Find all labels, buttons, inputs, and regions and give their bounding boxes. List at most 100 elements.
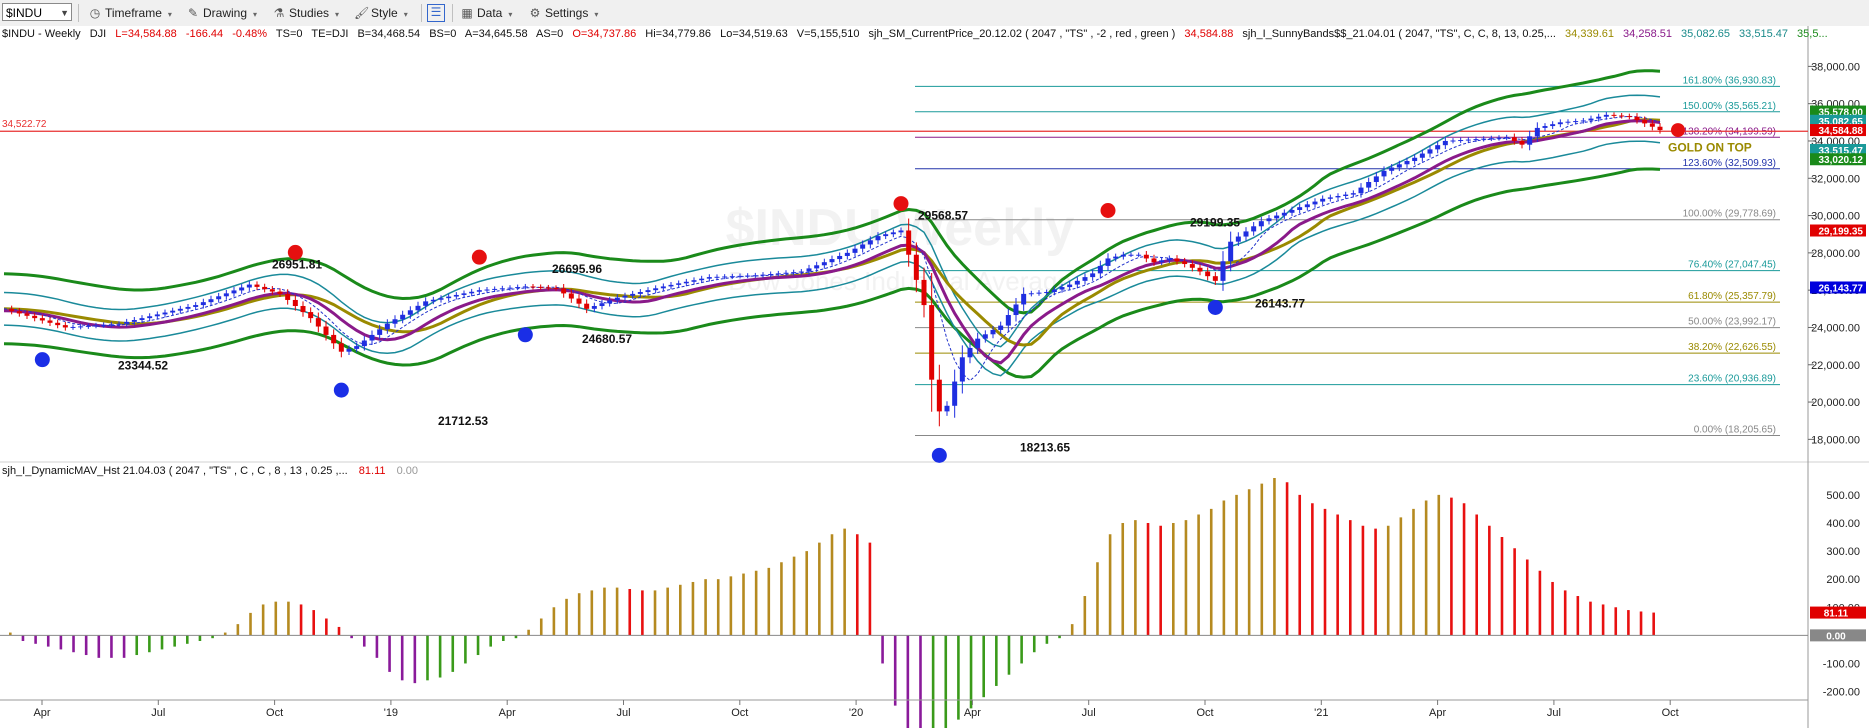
candle-body [1013, 304, 1019, 316]
price-tag-label: 33,020.12 [1819, 155, 1864, 166]
candle-body [101, 324, 107, 326]
settings-button[interactable]: ⚙ Settings ▾ [528, 3, 599, 23]
candle-body [1005, 315, 1011, 326]
candle-body [1527, 136, 1533, 145]
drawing-button[interactable]: ✎ Drawing ▾ [186, 3, 257, 23]
candle-body [967, 347, 973, 358]
candle-body [415, 305, 421, 311]
candle-body [1596, 116, 1602, 119]
candle-body [1212, 276, 1218, 281]
low: Lo=34,519.63 [720, 28, 788, 40]
symbol-title: $INDU - Weekly [2, 28, 81, 40]
candle-body [354, 346, 360, 349]
price-annotation: 26951.81 [272, 257, 322, 271]
price-tag-label: 35,578.00 [1819, 108, 1864, 119]
x-tick-label: Oct [731, 707, 748, 719]
candle-body [147, 316, 153, 319]
candle-body [1427, 149, 1433, 154]
candle-body [538, 286, 544, 288]
y-tick-label: 22,000.00 [1811, 360, 1860, 372]
x-tick-label: '21 [1314, 707, 1328, 719]
candle-body [1051, 289, 1057, 293]
candle-body [407, 310, 413, 315]
candle-body [737, 275, 743, 277]
candle-body [1373, 176, 1379, 182]
candle-body [798, 271, 804, 273]
candle-body [829, 259, 835, 263]
candle-body [124, 321, 130, 324]
candle-body [1074, 280, 1080, 285]
candle-body [821, 262, 827, 266]
histogram-value-2: 0.00 [396, 465, 418, 477]
candle-body [1504, 137, 1510, 139]
candle-body [806, 268, 812, 272]
candle-body [1396, 164, 1402, 168]
chevron-down-icon: ▾ [253, 10, 258, 19]
candle-body [1611, 114, 1617, 116]
toolbar-separator [452, 4, 453, 22]
price-tag [1810, 105, 1866, 118]
candle-body [1550, 124, 1556, 127]
candle-body [614, 297, 620, 301]
sunnybands-value-5: 35,5... [1797, 28, 1828, 40]
candle-body [691, 280, 697, 282]
last-price: L=34,584.88 [115, 28, 177, 40]
style-button[interactable]: 🖌 Style ▾ [354, 3, 408, 23]
ask: A=34,645.58 [464, 28, 528, 40]
candle-body [1136, 254, 1142, 256]
candle-body [913, 254, 919, 280]
lower-inner-band [3, 140, 1661, 377]
candle-body [1082, 277, 1088, 281]
candle-body [331, 334, 337, 344]
candle-body [223, 293, 229, 297]
data-label: Data [477, 6, 503, 20]
layout-icon[interactable]: ☰ [427, 4, 445, 22]
candle-body [1573, 121, 1579, 123]
x-tick-label: Oct [1662, 707, 1679, 719]
candle-body [1151, 258, 1157, 263]
candle-body [1642, 120, 1648, 124]
x-tick-label: Apr [964, 707, 981, 719]
candle-body [453, 294, 459, 297]
candle-body [1496, 137, 1502, 139]
price-tag [1810, 281, 1866, 294]
candle-body [852, 248, 858, 253]
symbol-input[interactable]: $INDU ▼ [2, 3, 72, 21]
candle-body [476, 290, 482, 292]
current-price-line-label: 34,522.72 [2, 119, 47, 130]
candle-body [1297, 207, 1303, 210]
candle-body [277, 291, 283, 294]
histogram-header: sjh_I_DynamicMAV_Hst 21.04.03 ( 2047 , "… [2, 465, 426, 477]
price-tag [1810, 144, 1866, 157]
price-annotation: 24680.57 [582, 332, 632, 346]
timeframe-button[interactable]: ◷ Timeframe ▾ [88, 3, 172, 23]
candle-body [1381, 170, 1387, 177]
candle-body [645, 290, 651, 293]
drawing-label: Drawing [203, 6, 248, 20]
studies-button[interactable]: ⚗ Studies ▾ [272, 3, 339, 23]
candle-body [591, 306, 597, 309]
data-button[interactable]: ▦ Data ▾ [460, 3, 512, 23]
histogram-y-tick-label: 200.00 [1826, 574, 1860, 586]
candle-body [1059, 287, 1065, 290]
x-tick-label: Apr [1429, 707, 1446, 719]
candle-body [522, 286, 528, 288]
te-field: TE=DJI [311, 28, 349, 40]
fib-level-label: 23.60% (20,936.89) [1688, 374, 1776, 385]
candle-body [269, 289, 275, 292]
x-tick-label: Jul [616, 707, 630, 719]
candle-body [1105, 258, 1111, 266]
price-tag-label: 26,143.77 [1819, 283, 1864, 294]
y-tick-label: 38,000.00 [1811, 61, 1860, 73]
candle-body [714, 276, 720, 278]
candle-body [1649, 123, 1655, 127]
ask-size: AS=0 [536, 28, 564, 40]
candle-body [1565, 121, 1571, 123]
candle-body [668, 284, 674, 287]
candle-body [446, 296, 452, 299]
candle-body [568, 293, 574, 299]
candle-body [1143, 254, 1149, 259]
candle-body [952, 381, 958, 406]
candle-body [1335, 195, 1341, 198]
